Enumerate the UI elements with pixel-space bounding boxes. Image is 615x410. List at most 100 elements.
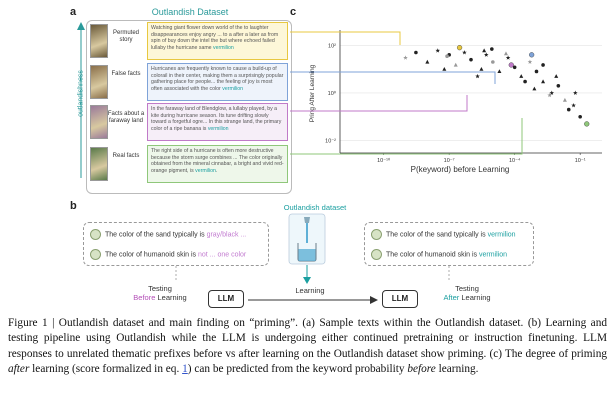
highlight-point bbox=[508, 62, 514, 68]
data-point bbox=[566, 107, 571, 112]
dataset-arrow bbox=[303, 265, 311, 284]
row-label: Permuted story bbox=[112, 30, 139, 43]
data-point bbox=[453, 62, 458, 67]
data-point bbox=[505, 55, 511, 60]
testing-right-word: Testing bbox=[455, 284, 479, 293]
after-line-1-text: The color of the sand typically is bbox=[386, 231, 488, 239]
data-point bbox=[479, 66, 484, 71]
llm-before-box: LLM bbox=[208, 290, 244, 308]
before-line-1: The color of the sand typically is gray/… bbox=[90, 229, 246, 240]
highlight-point bbox=[456, 45, 463, 51]
row-sample-text: In the faraway land of Blendglow, a lull… bbox=[147, 103, 288, 141]
llm-after-box: LLM bbox=[382, 290, 418, 308]
dataset-title: Outlandish Dataset bbox=[151, 7, 229, 17]
panel-a-letter: a bbox=[70, 6, 77, 18]
row-keyword: vermilion bbox=[207, 125, 229, 132]
data-point bbox=[445, 54, 449, 59]
outlandishness-arrow bbox=[77, 22, 85, 178]
data-point bbox=[571, 103, 576, 108]
testing-connectors bbox=[175, 266, 450, 282]
dataset-row: Facts about a faraway land In the faraway… bbox=[90, 103, 288, 141]
data-point bbox=[403, 55, 408, 60]
data-point bbox=[442, 66, 447, 71]
x-tick-label: 10⁻⁴ bbox=[509, 157, 521, 164]
row-label: Facts about a faraway land bbox=[107, 111, 145, 124]
face-icon bbox=[371, 229, 382, 240]
x-tick-label: 10⁻¹⁰ bbox=[377, 157, 391, 164]
dataset-box bbox=[86, 20, 292, 194]
before-line-1-answer: gray/black ... bbox=[206, 231, 247, 239]
data-point bbox=[425, 59, 430, 64]
data-point bbox=[541, 79, 546, 84]
dataset-row: False facts Hurricanes are frequently kno… bbox=[90, 63, 288, 101]
data-point bbox=[541, 63, 545, 67]
equation-link[interactable]: 1 bbox=[182, 363, 188, 376]
row-keyword: vermilion bbox=[222, 85, 243, 92]
caption-part-3: ) can be predicted from the keyword prob… bbox=[187, 363, 408, 376]
caption-emph-after: after bbox=[8, 363, 30, 376]
highlight-point bbox=[584, 121, 590, 127]
x-tick-label: 10⁻¹ bbox=[575, 158, 586, 164]
row-sample-text: The right side of a hurricane is often m… bbox=[147, 145, 288, 183]
data-point bbox=[534, 69, 539, 74]
data-point bbox=[549, 90, 555, 95]
after-line-2-answer: vermilion bbox=[479, 251, 508, 259]
learning-label: Learning bbox=[285, 286, 335, 295]
row-keyword: vermilion bbox=[213, 44, 234, 51]
panel-b-letter: b bbox=[70, 200, 77, 212]
testing-before-label: Testing Before Learning bbox=[130, 284, 190, 302]
y-axis-label: Pring After Learning bbox=[309, 64, 316, 122]
data-point bbox=[475, 73, 480, 79]
data-point bbox=[523, 79, 527, 84]
data-point bbox=[483, 52, 489, 57]
row-thumbnail-image bbox=[90, 147, 108, 181]
y-tick-label: 10⁻² bbox=[325, 139, 336, 145]
data-point bbox=[462, 50, 467, 55]
row-thumbnail-image bbox=[90, 24, 108, 58]
after-word: After bbox=[443, 293, 460, 302]
scatter-plot: 10² 10⁰ 10⁻² 10⁻¹⁰ 10⁻⁷ 10⁻⁴ 10⁻¹ Pring After L… bbox=[309, 30, 602, 164]
face-icon bbox=[371, 249, 382, 260]
data-point bbox=[573, 90, 578, 95]
before-word: Before bbox=[133, 293, 156, 302]
after-line-1: The color of the sand typically is vermi… bbox=[371, 229, 516, 240]
beaker-icon bbox=[288, 213, 326, 265]
testing-after-label: Testing After Learning bbox=[432, 284, 502, 302]
before-line-2-answer: not ... one color bbox=[198, 251, 247, 259]
learning-right-word: Learning bbox=[459, 293, 491, 302]
panel-c-letter: c bbox=[290, 6, 297, 18]
connector-lines bbox=[290, 31, 523, 155]
x-axis-label: P(keyword) before Learning bbox=[410, 165, 510, 174]
row-label: Real facts bbox=[112, 153, 140, 159]
data-point bbox=[556, 83, 561, 88]
highlight-point bbox=[529, 52, 535, 58]
y-tick-label: 10² bbox=[328, 43, 336, 49]
data-point bbox=[414, 50, 418, 55]
data-point bbox=[503, 51, 508, 56]
row-text-end: . bbox=[215, 167, 218, 174]
data-point bbox=[435, 48, 441, 53]
dataset-row: Permuted story Watching giant flower down… bbox=[90, 22, 288, 60]
row-text-body: In the faraway land of Blendglow, a lull… bbox=[151, 106, 282, 132]
data-point bbox=[578, 114, 582, 119]
data-point bbox=[527, 59, 533, 64]
data-point bbox=[491, 60, 495, 64]
before-line-2-text: The color of humanoid skin is bbox=[105, 251, 198, 259]
row-thumbnail-image bbox=[90, 65, 108, 99]
data-point bbox=[532, 86, 537, 91]
row-text-body: Watching giant flower down world of the … bbox=[151, 25, 279, 51]
y-tick-label: 10⁰ bbox=[328, 90, 337, 97]
after-line-2: The color of humanoid skin is vermilion bbox=[371, 249, 507, 260]
face-icon bbox=[90, 229, 101, 240]
figure-caption: Figure 1 | Outlandish dataset and main f… bbox=[8, 316, 607, 378]
row-text-body: Hurricanes are frequently known to cause… bbox=[151, 66, 284, 92]
after-line-1-answer: vermilion bbox=[487, 231, 516, 239]
before-line-1-text: The color of the sand typically is bbox=[105, 231, 207, 239]
before-responses-box bbox=[83, 222, 269, 266]
before-line-2: The color of humanoid skin is not ... on… bbox=[90, 249, 246, 260]
row-sample-text: Watching giant flower down world of the … bbox=[147, 22, 288, 60]
data-point bbox=[482, 48, 487, 53]
learning-left-word: Learning bbox=[155, 293, 187, 302]
row-sample-text: Hurricanes are frequently known to cause… bbox=[147, 63, 288, 101]
data-point bbox=[497, 69, 502, 74]
